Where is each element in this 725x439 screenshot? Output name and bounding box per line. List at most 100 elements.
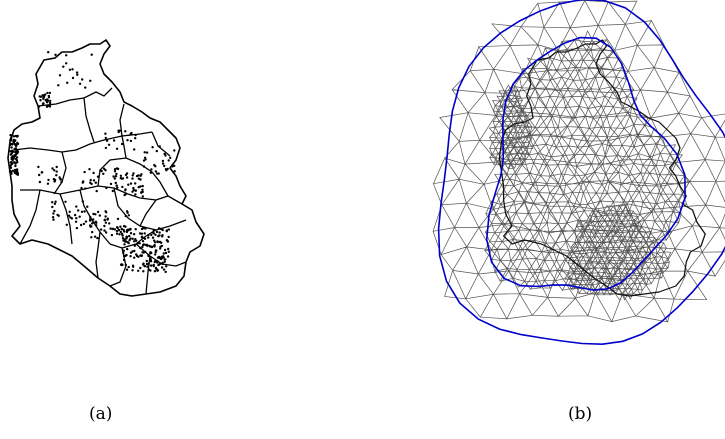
observation-point xyxy=(84,187,87,190)
observation-point xyxy=(68,210,71,213)
observation-point xyxy=(116,167,120,171)
observation-point xyxy=(163,164,166,168)
observation-point xyxy=(159,227,163,231)
observation-point xyxy=(122,258,126,262)
observation-point xyxy=(42,95,46,98)
observation-point xyxy=(114,175,118,178)
observation-point xyxy=(10,170,13,174)
observation-point xyxy=(147,233,150,237)
observation-point xyxy=(159,247,162,250)
observation-point xyxy=(119,230,123,234)
observation-point xyxy=(127,183,130,186)
observation-point xyxy=(157,263,160,267)
observation-point xyxy=(14,162,17,165)
observation-point xyxy=(126,139,129,142)
observation-point xyxy=(120,263,123,266)
observation-point xyxy=(160,241,163,244)
observation-point xyxy=(151,236,155,239)
observation-point xyxy=(13,171,16,174)
observation-point xyxy=(92,179,96,182)
observation-point xyxy=(133,244,136,247)
observation-point xyxy=(165,230,168,233)
observation-point xyxy=(127,214,130,217)
observation-point xyxy=(157,235,160,238)
observation-point xyxy=(94,213,97,216)
observation-point xyxy=(143,232,146,235)
observation-point xyxy=(38,95,41,98)
observation-point xyxy=(16,150,20,154)
observation-point xyxy=(142,165,146,168)
observation-point xyxy=(12,135,16,138)
observation-point xyxy=(84,220,88,223)
observation-point xyxy=(119,176,123,180)
observation-point xyxy=(158,231,161,234)
observation-point xyxy=(80,210,84,213)
observation-point xyxy=(166,255,170,258)
mesh-edges xyxy=(484,30,690,292)
observation-point xyxy=(156,256,160,259)
observation-point xyxy=(14,148,18,151)
observation-point xyxy=(173,164,176,167)
observation-point xyxy=(133,240,136,243)
observation-point xyxy=(99,228,103,231)
observation-point xyxy=(16,134,19,138)
observation-point xyxy=(134,193,137,196)
observation-point xyxy=(163,248,167,252)
observation-point xyxy=(139,246,142,250)
observation-point xyxy=(10,146,13,149)
observation-point xyxy=(102,167,106,170)
observation-point xyxy=(125,172,129,175)
observation-point xyxy=(135,239,138,242)
observation-point xyxy=(132,186,135,190)
observation-point xyxy=(143,237,147,240)
observation-point xyxy=(11,155,14,158)
observation-point xyxy=(116,217,120,221)
observation-point xyxy=(78,82,82,86)
observation-point xyxy=(12,150,15,153)
observation-point xyxy=(150,233,153,237)
observation-point xyxy=(45,105,49,109)
observation-point xyxy=(118,129,122,132)
observation-point xyxy=(96,210,100,214)
observation-point xyxy=(95,224,98,227)
observation-point xyxy=(95,189,98,193)
observation-point xyxy=(71,76,75,80)
observation-point xyxy=(125,235,128,238)
observation-point xyxy=(51,167,54,170)
observation-point xyxy=(51,205,54,209)
observation-point xyxy=(129,182,133,185)
observation-point xyxy=(104,215,107,218)
observation-point xyxy=(167,235,170,239)
observation-point xyxy=(114,181,118,185)
observation-point xyxy=(164,258,167,261)
observation-point xyxy=(81,181,85,184)
observation-point xyxy=(149,258,152,261)
observation-point xyxy=(88,224,92,227)
observation-point xyxy=(74,220,78,223)
observation-point xyxy=(119,174,123,177)
observation-point xyxy=(10,139,13,142)
observation-point xyxy=(115,147,119,150)
observation-point xyxy=(141,195,144,198)
observation-point xyxy=(53,209,56,213)
observation-point xyxy=(16,161,19,164)
observation-point xyxy=(116,186,119,189)
observation-point xyxy=(166,240,170,243)
observation-point xyxy=(139,254,142,257)
observation-point xyxy=(110,233,114,237)
observation-point xyxy=(134,228,137,231)
observation-point xyxy=(160,266,164,269)
observation-point xyxy=(167,247,170,251)
observation-point xyxy=(93,235,97,238)
observation-point xyxy=(122,251,125,255)
observation-point xyxy=(9,134,12,137)
observation-point xyxy=(47,178,50,182)
observation-point xyxy=(173,149,176,152)
observation-point xyxy=(9,143,12,146)
observation-point xyxy=(80,186,83,190)
observation-point xyxy=(155,268,158,271)
observation-point xyxy=(144,158,147,161)
observation-point xyxy=(9,164,12,168)
caption-a: (a) xyxy=(89,404,113,424)
observation-point xyxy=(89,79,92,83)
